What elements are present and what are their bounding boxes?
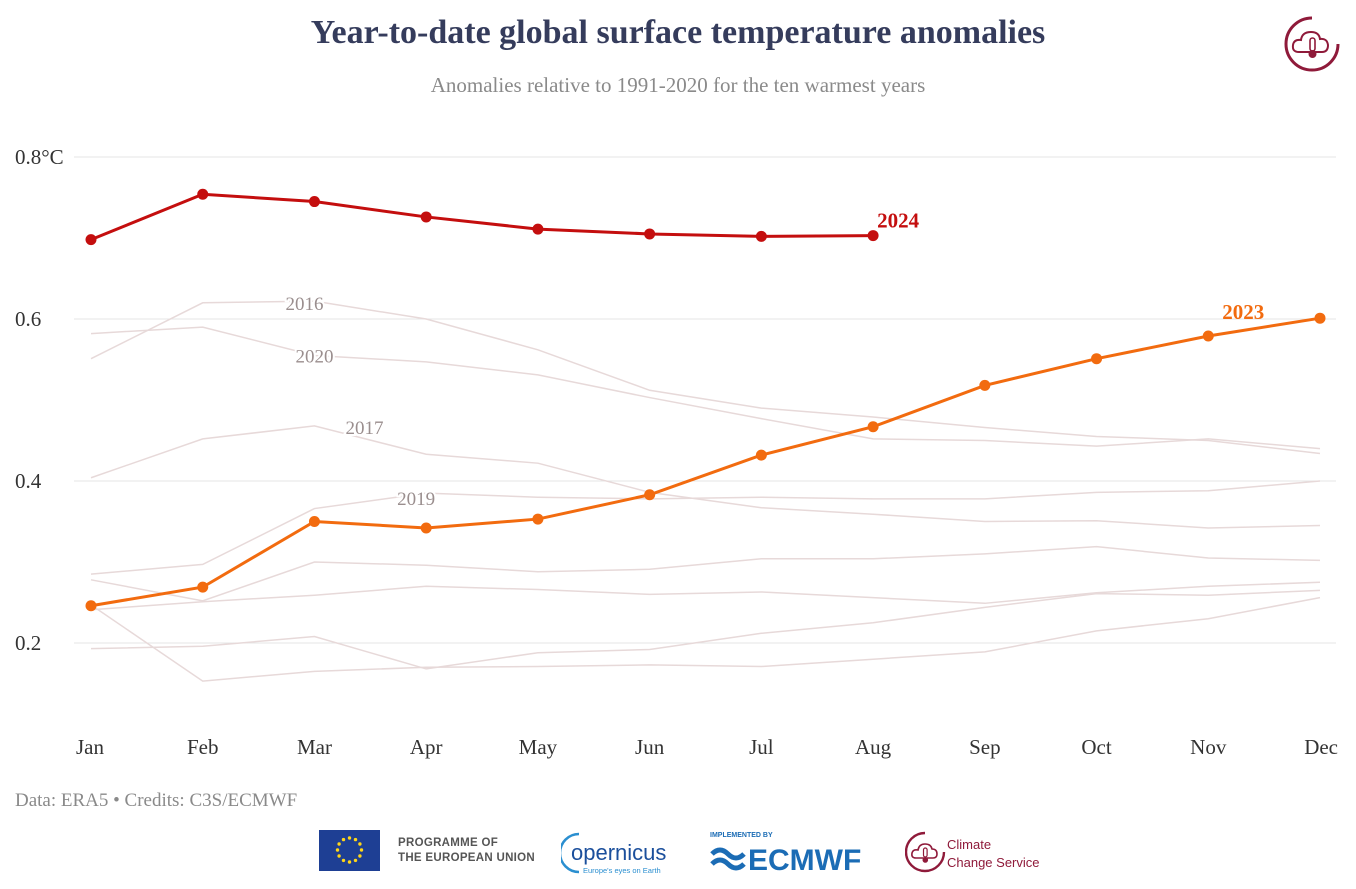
x-tick-label: Nov [1190, 735, 1227, 759]
x-tick-label: Dec [1304, 735, 1338, 759]
data-point-2023 [867, 421, 879, 433]
series-line-2024 [90, 192, 874, 242]
x-tick-label: Mar [297, 735, 332, 759]
data-point-2023 [644, 489, 656, 501]
copernicus-tagline: Europe's eyes on Earth [583, 866, 661, 875]
background-series-label: 2017 [345, 418, 383, 439]
x-tick-label: Apr [410, 735, 443, 759]
ecmwf-wave-icon [710, 847, 746, 871]
partner-logos-bar: PROGRAMME OF THE EUROPEAN UNION opernicu… [0, 826, 1356, 882]
background-series-line [90, 589, 1321, 670]
ecmwf-implemented-by: IMPLEMENTED BY [710, 832, 773, 839]
data-point-2024 [867, 230, 879, 242]
eu-text-line-1: PROGRAMME OF [398, 837, 499, 849]
data-point-2023 [308, 516, 320, 527]
x-tick-label: Feb [187, 735, 219, 759]
background-series: 2016 2020 2017 2019 [90, 292, 1321, 682]
background-series-line [90, 545, 1321, 602]
data-point-2024 [197, 188, 209, 200]
x-tick-label: Oct [1081, 735, 1111, 759]
data-point-2023 [1314, 312, 1326, 324]
data-point-2023 [197, 581, 209, 593]
series-label-2024: 2024 [877, 209, 920, 233]
data-point-2024 [532, 223, 544, 235]
y-tick-label: 0.4 [15, 469, 42, 493]
series-line-2023 [90, 316, 1321, 608]
data-point-2023 [420, 522, 432, 534]
series-label-2023: 2023 [1222, 300, 1264, 324]
data-point-2023 [755, 449, 767, 461]
x-tick-label: Sep [969, 735, 1001, 759]
grid-lines [74, 156, 1336, 644]
background-series-label: 2020 [295, 346, 333, 367]
background-series-line [90, 425, 1321, 529]
chart-title: Year-to-date global surface temperature … [310, 14, 1046, 51]
background-series-line [90, 596, 1321, 682]
axis-labels: 0.2 0.4 0.6 0.8°C Jan Feb Mar Apr May Jun Jul Aug Se… [15, 145, 1338, 759]
ecmwf-logo: IMPLEMENTED BY ECMWF [710, 832, 861, 877]
ccs-line-2: Change Service [947, 855, 1040, 870]
eu-programme-text: PROGRAMME OF THE EUROPEAN UNION [398, 836, 535, 866]
data-credits: Data: ERA5 • Credits: C3S/ECMWF [15, 790, 298, 811]
x-tick-label: Aug [855, 735, 892, 759]
x-tick-label: Jul [749, 735, 774, 759]
data-point-2023 [532, 513, 544, 525]
x-tick-label: May [519, 735, 558, 759]
data-point-2024 [308, 196, 320, 208]
y-tick-label: 0.2 [15, 631, 41, 655]
ecmwf-name: ECMWF [748, 844, 861, 877]
background-series-label: 2019 [397, 489, 435, 510]
ccs-thermometer-icon [905, 831, 946, 873]
background-series-label: 2016 [285, 294, 323, 315]
copernicus-logo: opernicus Europe's eyes on Earth [561, 832, 666, 875]
data-point-2023 [979, 379, 991, 391]
data-point-2023 [85, 600, 97, 612]
copernicus-name: opernicus [571, 840, 666, 865]
data-point-2023 [1091, 353, 1103, 365]
x-tick-label: Jan [76, 735, 104, 759]
background-series-line [90, 581, 1321, 611]
ccs-line-1: Climate [947, 837, 991, 852]
climate-change-service-logo-icon [1284, 16, 1340, 72]
data-point-2024 [85, 234, 97, 246]
data-point-2024 [755, 230, 767, 242]
y-tick-label: 0.6 [15, 307, 41, 331]
chart-subtitle: Anomalies relative to 1991-2020 for the … [430, 73, 926, 97]
data-point-2023 [1202, 330, 1214, 342]
highlight-series: 2024 2023 [85, 188, 1326, 612]
eu-text-line-2: THE EUROPEAN UNION [398, 852, 536, 864]
data-point-2024 [420, 211, 432, 223]
temperature-anomaly-chart: 2016 2020 2017 2019 2024 2023 0.2 0.4 0.6 0.8°C… [15, 145, 1338, 759]
background-series-line [90, 480, 1321, 575]
background-series-line [90, 300, 1321, 455]
climate-change-service-logo: Climate Change Service [905, 831, 1040, 873]
x-tick-label: Jun [635, 735, 665, 759]
eu-flag-icon [319, 830, 380, 871]
y-tick-label: 0.8°C [15, 145, 64, 169]
data-point-2024 [644, 228, 656, 240]
background-series-line [90, 326, 1321, 450]
